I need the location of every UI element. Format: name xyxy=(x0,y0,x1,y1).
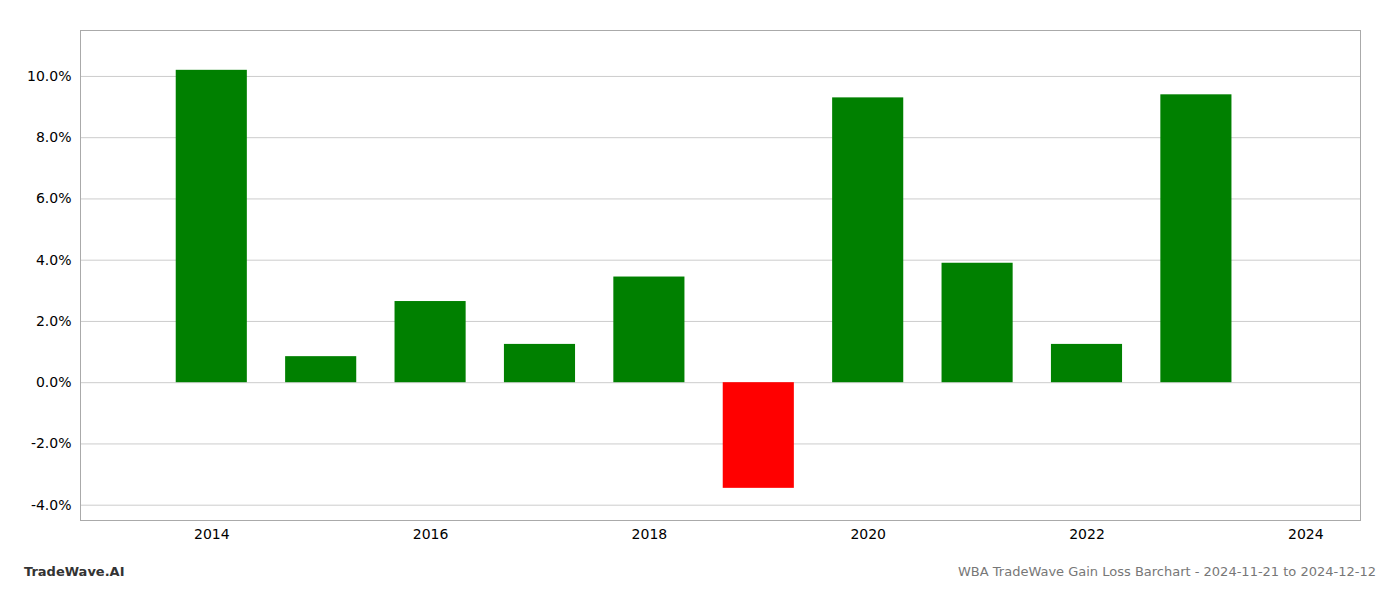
svg-text:-2.0%: -2.0% xyxy=(31,435,72,451)
svg-text:2024: 2024 xyxy=(1288,526,1324,542)
svg-text:2022: 2022 xyxy=(1069,526,1105,542)
svg-text:2020: 2020 xyxy=(850,526,886,542)
svg-text:10.0%: 10.0% xyxy=(27,68,71,84)
svg-text:8.0%: 8.0% xyxy=(36,129,72,145)
svg-text:0.0%: 0.0% xyxy=(36,374,72,390)
svg-text:6.0%: 6.0% xyxy=(36,190,72,206)
svg-text:4.0%: 4.0% xyxy=(36,252,72,268)
html-text:WBA TradeWave Gain Loss Barcha: WBA TradeWave Gain Loss Barchart - 2024-… xyxy=(958,564,1376,579)
svg-text:-4.0%: -4.0% xyxy=(31,497,72,513)
html-text:TradeWave.AI: TradeWave.AI xyxy=(24,564,125,579)
svg-text:2016: 2016 xyxy=(413,526,449,542)
svg-text:2018: 2018 xyxy=(632,526,668,542)
svg-text:2014: 2014 xyxy=(194,526,230,542)
svg-text:2.0%: 2.0% xyxy=(36,313,72,329)
